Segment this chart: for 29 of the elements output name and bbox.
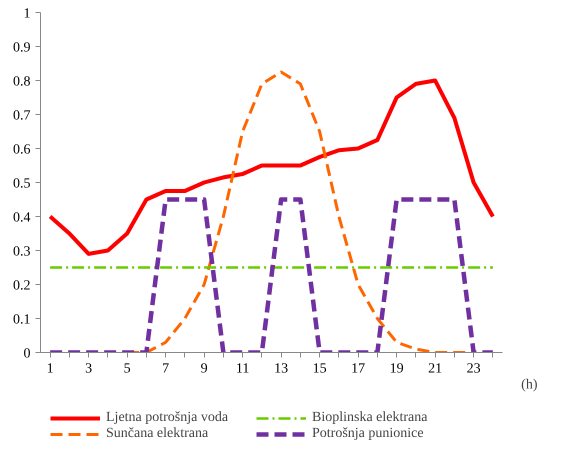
y-tick-label: 0.2 [13,278,30,294]
x-tick-label: 19 [390,362,404,376]
legend-label: Potrošnja punionice [312,426,425,442]
y-tick-label: 0.5 [13,176,30,192]
x-tick-label: 13 [274,362,288,376]
y-tick-label: 0.6 [13,142,30,158]
x-tick-label: 1 [46,362,54,376]
x-tick-label: 17 [351,362,366,376]
x-tick-label: 7 [162,362,170,376]
line-series [48,78,495,256]
x-tick-label: 15 [312,362,327,376]
x-tick-label: 11 [236,362,250,376]
y-tick-label: 0.4 [13,210,30,226]
legend-label: Bioplinska elektrana [312,410,428,426]
y-tick-label: 0 [24,346,30,362]
x-tick-label: 5 [124,362,131,376]
x-tick-label: 3 [85,362,92,376]
y-tick-label: 0.3 [13,244,30,260]
x-tick-label: 21 [428,362,442,376]
legend-label: Ljetna potrošnja voda [106,410,230,426]
x-axis-title: (h) [521,378,538,392]
y-tick-label: 0.7 [13,108,30,124]
y-tick-label: 0.8 [13,74,30,90]
y-tick-label: 1 [24,6,30,22]
x-tick-label: 23 [466,362,481,376]
y-tick-label: 0.9 [13,40,30,56]
y-tick-label: 0.1 [13,312,30,328]
x-tick-label: 9 [200,362,208,376]
legend-label: Sunčana elektrana [106,426,210,442]
